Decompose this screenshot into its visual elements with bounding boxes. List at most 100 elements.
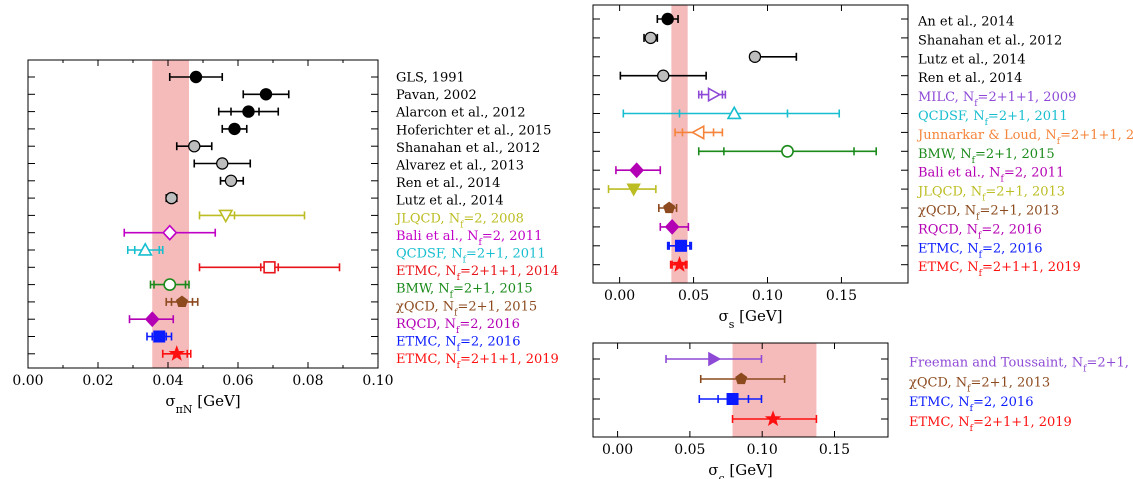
legend-entry: JLQCD, Nf=2+1, 2013 (916, 185, 1065, 204)
legend-entry: GLS, 1991 (396, 71, 465, 86)
data-point-0-3 (221, 122, 248, 136)
marker-pentagon (175, 295, 189, 308)
data-point-2-0 (665, 351, 763, 367)
data-point-0-9 (123, 224, 217, 241)
x-tick-label: 0.06 (222, 373, 253, 389)
legend-entry: Freeman and Toussaint, Nf=2+1, 2013 (909, 356, 1133, 375)
data-point-1-13 (669, 256, 688, 272)
x-tick-label: 0.02 (82, 373, 113, 389)
average-band (671, 5, 688, 283)
plot-frame (592, 4, 909, 284)
marker-square (263, 261, 276, 274)
marker-circle (224, 174, 238, 187)
x-tick: 0.10 (747, 343, 778, 458)
x-tick: 0.05 (674, 343, 705, 458)
marker-circle (242, 105, 255, 118)
data-point-1-1 (643, 31, 659, 45)
legend-entry: BMW, Nf=2+1, 2015 (396, 282, 533, 301)
data-point-1-2 (748, 50, 798, 64)
marker-triangle-down (218, 209, 234, 224)
legend-entry: Lutz et al., 2014 (396, 194, 504, 209)
sigma-c-panel: 0.00 0.05 0.10 0.15 Freeman and Toussaint, N… (592, 342, 1133, 479)
x-axis-title: σs [GeV] (718, 307, 782, 331)
legend-entry: ETMC, Nf=2+1+1, 2019 (909, 415, 1072, 434)
legend-entry: Bali et al., Nf=2, 2011 (396, 229, 542, 248)
x-tick-label: 0.05 (678, 288, 709, 304)
marker-pentagon (663, 201, 676, 214)
x-tick: 0.10 (752, 5, 783, 304)
marker-diamond (664, 219, 680, 235)
x-tick-label: 0.00 (12, 373, 43, 389)
x-tick: 0.00 (12, 60, 44, 389)
legend-entry: Alvarez et al., 2013 (395, 159, 524, 174)
data-point-2-3 (731, 410, 818, 426)
legend-entry: JLQCD, Nf=2, 2008 (394, 211, 524, 230)
legend-entry: An et al., 2014 (917, 15, 1014, 30)
legend-entry: RQCD, Nf=2, 2016 (396, 317, 520, 336)
legend-entry: QCDSF, Nf=2+1, 2011 (918, 109, 1068, 128)
legend-entry: χQCD, Nf=2+1, 2013 (909, 375, 1050, 394)
legend-entry: RQCD, Nf=2, 2016 (918, 222, 1042, 241)
x-tick: 0.05 (678, 5, 709, 304)
legend-entry: ETMC, Nf=2, 2016 (918, 241, 1042, 260)
marker-circle (644, 31, 657, 45)
data-point-0-2 (217, 105, 280, 118)
plot-frame (592, 342, 889, 438)
legend-entry: Ren et al., 2014 (396, 176, 500, 191)
marker-circle (748, 50, 762, 64)
x-tick: 0.04 (152, 60, 184, 389)
data-point-0-13 (165, 295, 199, 308)
marker-square (153, 330, 166, 343)
legend-entry: ETMC, Nf=2, 2016 (909, 395, 1033, 414)
legend-entry: Bali et al., Nf=2, 2011 (918, 166, 1064, 185)
marker-diamond (162, 224, 178, 241)
legend-entry: χQCD, Nf=2+1, 2013 (918, 204, 1059, 223)
legend-entry: ETMC, Nf=2, 2016 (396, 335, 520, 354)
x-axis-title: σπN [GeV] (165, 392, 240, 416)
x-tick-label: 0.15 (819, 442, 850, 458)
data-point-0-7 (165, 191, 178, 205)
marker-circle (781, 144, 794, 158)
data-point-0-1 (242, 88, 290, 101)
legend-entry: ETMC, Nf=2+1+1, 2019 (396, 352, 559, 371)
legend-entry: Junnarkar & Loud, Nf=2+1+1, 2013 (916, 128, 1133, 147)
data-point-1-3 (619, 69, 707, 82)
x-tick-label: 0.15 (826, 288, 857, 304)
legend-entry: χQCD, Nf=2+1, 2015 (396, 299, 537, 318)
data-point-1-9 (607, 183, 657, 197)
data-point-1-0 (656, 12, 679, 26)
data-point-1-11 (659, 219, 690, 235)
marker-triangle-up (137, 242, 153, 256)
sigma-pin-panel: 0.00 0.02 0.04 0.06 0.08 0.10 GLS, 1991 Pavan, … (12, 59, 559, 416)
sigma-s-panel: 0.00 0.05 0.10 0.15 An et al., 2014 Shanahan … (592, 4, 1133, 331)
marker-pentagon (735, 372, 748, 385)
marker-square (726, 393, 739, 406)
data-point-0-0 (168, 70, 224, 84)
x-tick-label: 0.00 (602, 442, 633, 458)
data-point-0-10 (126, 242, 164, 256)
data-point-0-6 (219, 174, 245, 187)
data-point-0-11 (198, 261, 341, 274)
data-point-1-10 (658, 201, 678, 214)
marker-star (168, 345, 185, 361)
legend-entry: Hoferichter et al., 2015 (396, 123, 551, 138)
data-point-2-2 (698, 393, 763, 406)
marker-triangle-right (708, 351, 722, 367)
x-tick: 0.10 (362, 60, 394, 389)
data-point-0-12 (149, 278, 190, 291)
legend-entry: Pavan, 2002 (396, 88, 477, 103)
marker-diamond (144, 311, 160, 328)
marker-circle (189, 70, 203, 84)
x-tick-label: 0.00 (604, 288, 635, 304)
x-tick-label: 0.05 (674, 442, 705, 458)
legend-entry: MILC, Nf=2+1+1, 2009 (918, 90, 1076, 109)
data-point-1-5 (622, 105, 841, 120)
marker-square (674, 239, 687, 252)
legend-entry: QCDSF, Nf=2+1, 2011 (396, 247, 546, 266)
marker-star (671, 256, 688, 272)
x-tick-label: 0.04 (152, 373, 183, 389)
marker-triangle-up (726, 105, 742, 120)
data-point-1-7 (697, 144, 878, 158)
x-tick: 0.15 (819, 343, 850, 458)
